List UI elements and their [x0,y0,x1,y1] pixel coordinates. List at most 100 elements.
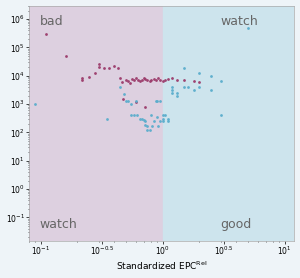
Point [97,65,101,70]
Point [122,92,126,96]
Point [197,85,202,89]
Point [219,79,224,83]
Point [147,79,152,83]
Point [93,71,98,76]
Point [209,88,214,92]
Point [143,119,148,123]
Point [129,102,134,106]
Point [118,85,123,89]
Point [156,124,161,128]
Point [143,123,148,127]
Point [155,99,160,103]
Point [182,78,187,82]
Point [156,76,161,81]
Point [197,80,202,84]
Point [80,78,85,82]
Point [143,77,148,81]
Point [170,91,175,95]
Point [112,64,117,68]
Point [131,113,136,118]
Point [130,77,134,81]
Bar [29,189,163,241]
Point [128,81,133,85]
Point [191,79,196,83]
Point [160,119,165,123]
Point [158,99,162,103]
Point [185,85,190,89]
Text: watch: watch [40,218,77,231]
Point [105,117,110,121]
Point [133,99,138,103]
Point [197,71,202,76]
Point [131,78,136,82]
Point [160,79,165,83]
Point [120,97,125,101]
Point [119,80,124,84]
Point [152,77,157,81]
Point [116,66,120,71]
Point [170,85,175,89]
Point [191,88,196,92]
Point [174,93,179,98]
Text: good: good [220,218,251,231]
Point [43,32,48,36]
Point [158,119,162,123]
Point [137,117,142,121]
Point [33,102,38,106]
Point [135,113,140,118]
Point [163,78,168,82]
Point [160,117,165,121]
Point [124,78,128,82]
Point [129,113,134,118]
Point [124,99,128,103]
Point [152,119,157,123]
Bar [29,6,163,189]
Point [140,78,145,82]
Point [141,118,146,122]
Point [246,25,250,30]
Point [80,76,85,81]
Point [145,124,150,128]
Point [219,113,224,118]
Point [174,78,179,82]
Point [143,105,148,109]
Point [163,113,168,118]
Point [97,62,101,67]
Point [118,76,123,81]
Point [145,78,150,82]
Point [126,79,130,83]
Point [133,100,138,104]
Point [133,76,138,81]
Point [165,117,170,121]
Point [148,113,153,118]
Point [170,76,175,81]
Point [148,78,153,82]
Text: bad: bad [40,15,63,28]
Point [87,75,92,79]
Point [150,124,154,128]
Point [158,78,162,82]
Point [165,77,170,81]
Text: watch: watch [220,15,258,28]
Point [147,128,152,132]
Bar [163,189,294,241]
Point [63,54,68,58]
Point [154,99,158,103]
Point [170,88,175,92]
X-axis label: Standardized EPC$^{\mathregular{Rel}}$: Standardized EPC$^{\mathregular{Rel}}$ [116,260,207,272]
Point [141,76,146,81]
Point [102,66,106,71]
Point [155,115,160,119]
Point [137,79,142,83]
Point [126,99,130,103]
Point [136,78,141,82]
Point [174,91,179,95]
Point [209,73,214,78]
Point [145,128,150,132]
Point [106,66,111,71]
Point [165,119,170,123]
Point [154,78,158,82]
Point [182,85,187,89]
Point [160,113,165,118]
Point [182,66,187,71]
